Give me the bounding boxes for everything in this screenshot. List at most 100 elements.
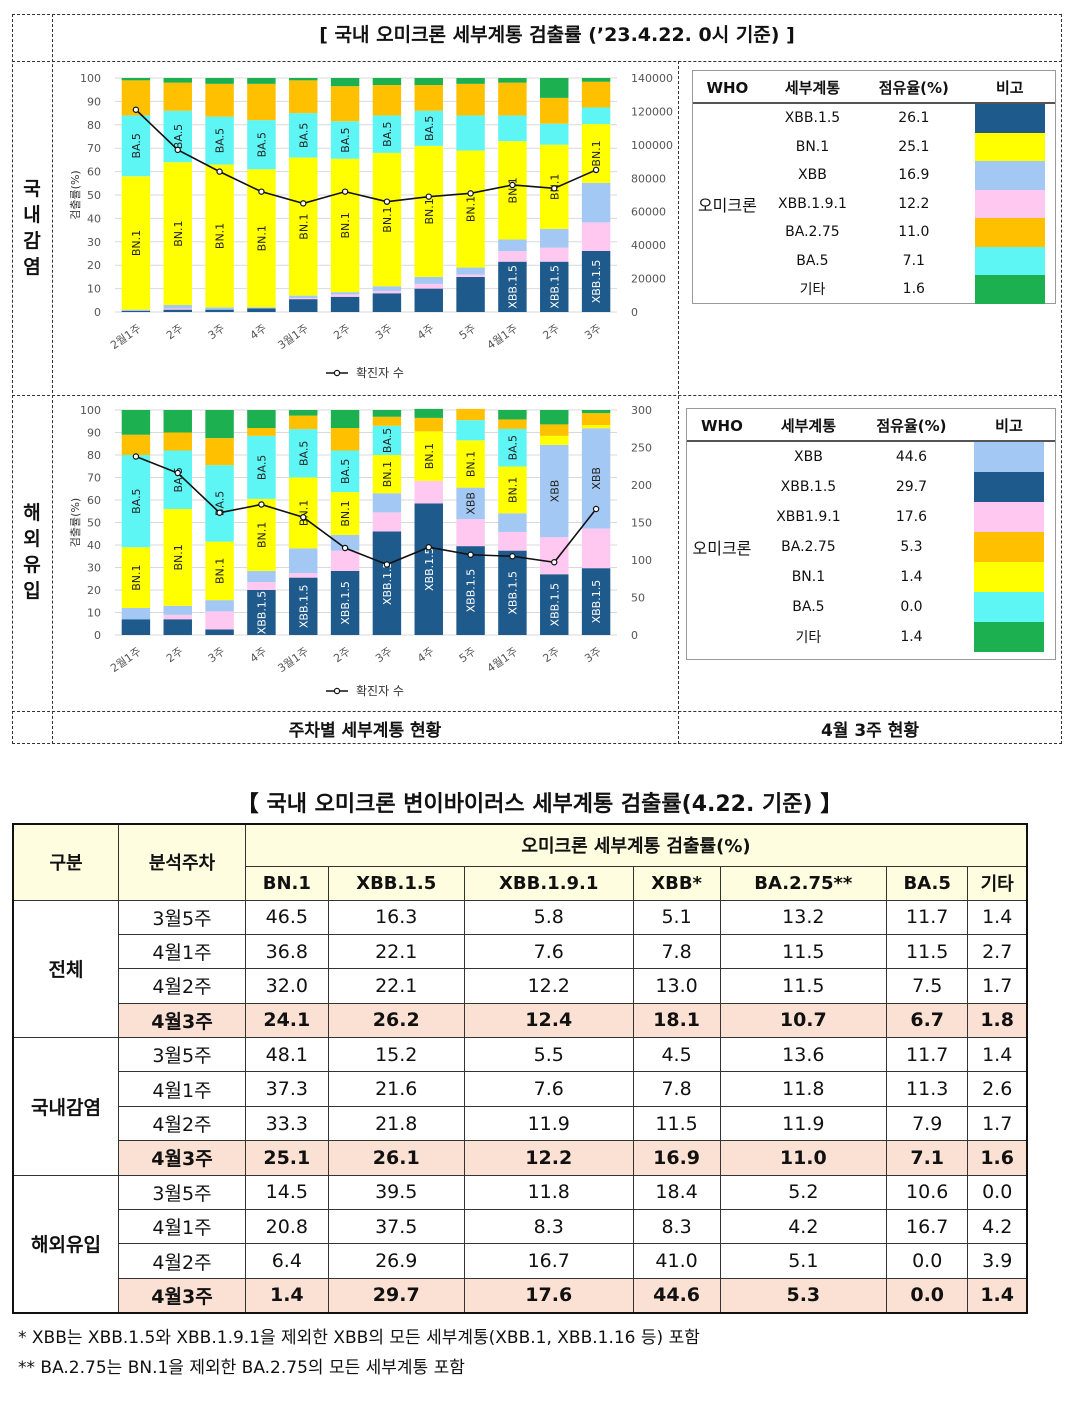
color-swatch <box>973 442 1044 472</box>
bar-segment-XBB.1.9.1 <box>414 283 443 289</box>
bar-data-label: XBB.1.5 <box>590 580 603 624</box>
bar-segment-XBB.1.5 <box>330 296 360 312</box>
bar-data-label: BA.5 <box>423 116 436 141</box>
week-cell: 4월1주 <box>118 933 246 970</box>
legend-marker <box>333 687 341 695</box>
bar-data-label: XBB.1.5 <box>548 583 561 627</box>
bar-segment-BN.1 <box>581 425 611 429</box>
bar-segment-XBB.1.9.1 <box>581 222 611 251</box>
bar-segment-BA.5 <box>498 115 527 142</box>
bar-segment-XBB <box>247 307 276 309</box>
value-cell: 7.9 <box>886 1105 969 1142</box>
y-tick-label: 40 <box>87 539 101 552</box>
bar-segment-기타 <box>498 410 527 420</box>
who-color-cell <box>964 132 1055 161</box>
who-color-cell <box>964 246 1055 275</box>
value-cell: 11.5 <box>719 933 888 970</box>
bar-segment-BA.5 <box>498 428 527 467</box>
cases-point <box>216 509 223 516</box>
color-swatch <box>974 104 1045 133</box>
bar-data-label: BA.5 <box>172 124 185 149</box>
bar-segment-BN.1 <box>372 455 402 494</box>
color-swatch <box>973 532 1044 562</box>
color-swatch <box>973 472 1044 502</box>
bar-segment-XBB.1.5 <box>289 299 318 312</box>
bar-segment-XBB.1.9.1 <box>289 297 318 300</box>
value-cell: 16.3 <box>327 899 465 935</box>
who-lineage-cell: XBB <box>794 449 823 465</box>
x-tick-label: 3주 <box>373 645 394 665</box>
bar-segment-XBB.1.5 <box>414 503 443 635</box>
bar-data-label: XBB.1.5 <box>255 591 268 635</box>
bar-data-label: BA.5 <box>130 488 143 513</box>
bar-data-label: BN.1 <box>506 477 519 503</box>
cases-point <box>174 146 181 154</box>
who-share-cell: 26.1 <box>898 110 930 127</box>
bar-data-label: BN.1 <box>214 558 227 584</box>
week-cell: 3월5주 <box>118 899 246 935</box>
bar-data-label: BN.1 <box>590 140 603 166</box>
who-table: WHO 세부계통 점유율(%) 비고 오미크론 XBB.1.5 26.1 BN.1 25.1 XB… <box>693 71 1055 304</box>
cases-point <box>174 469 181 477</box>
value-cell: 5.1 <box>632 899 721 935</box>
x-tick-label: 4주 <box>415 645 436 665</box>
bar-data-label: BN.1 <box>381 461 394 487</box>
bar-data-label: XBB.1.5 <box>548 265 561 309</box>
bar-segment-BA.5 <box>456 420 485 441</box>
bar-segment-기타 <box>330 78 360 87</box>
who-color-cell <box>964 218 1055 247</box>
bar-data-label: BN.1 <box>297 213 310 239</box>
bar-segment-BA.2.75 <box>456 408 485 421</box>
value-cell: 1.7 <box>967 1105 1028 1142</box>
cases-point <box>383 198 391 205</box>
value-cell: 20.8 <box>245 1209 329 1245</box>
value-cell: 1.4 <box>967 1037 1028 1073</box>
value-cell: 37.5 <box>327 1209 465 1245</box>
bar-segment-BA.2.75 <box>498 419 527 429</box>
x-tick-label: 3주 <box>582 645 603 665</box>
x-tick-label: 4주 <box>248 322 269 342</box>
value-cell: 6.7 <box>886 1002 969 1039</box>
week-cell: 4월2주 <box>118 1105 246 1142</box>
value-cell: 0.0 <box>967 1174 1028 1211</box>
bar-segment-BA.2.75 <box>330 86 360 122</box>
value-cell: 41.0 <box>632 1243 721 1279</box>
bar-segment-XBB.1.9.1 <box>456 274 485 277</box>
note-ba275: ** BA.2.75는 BN.1을 제외한 BA.2.75의 모든 세부계통 포… <box>18 1358 465 1378</box>
value-cell: 26.9 <box>327 1243 465 1279</box>
y-tick-label: 70 <box>87 472 101 485</box>
note-xbb: * XBB는 XBB.1.5와 XBB.1.9.1을 제외한 XBB의 모든 세… <box>18 1328 700 1348</box>
column-header: XBB.1.5 <box>327 865 465 901</box>
value-cell: 24.1 <box>245 1002 329 1039</box>
bar-segment-XBB.1.5 <box>540 261 569 312</box>
bar-segment-BA.5 <box>289 429 318 478</box>
bar-segment-XBB.1.9.1 <box>498 251 527 262</box>
bar-segment-XBB <box>498 239 527 252</box>
bar-segment-XBB.1.5 <box>456 546 485 635</box>
who-color-cell <box>963 532 1055 562</box>
who-lineage-cell: XBB.1.5 <box>784 110 841 127</box>
column-header: BN.1 <box>245 865 329 901</box>
y2-tick-label: 50 <box>631 592 645 605</box>
value-cell: 8.3 <box>463 1209 634 1245</box>
bar-data-label: BN.1 <box>255 522 268 548</box>
who-header-cell: 세부계통 <box>756 409 860 442</box>
bar-segment-XBB.1.5 <box>498 261 527 312</box>
week-cell: 4월3주 <box>118 1277 246 1314</box>
bar-segment-BA.2.75 <box>414 417 443 432</box>
y-axis-label: 검출률(%) <box>69 170 82 219</box>
bar-segment-XBB.1.5 <box>163 619 192 635</box>
bar-segment-BN.1 <box>498 141 527 240</box>
bar-segment-기타 <box>414 78 443 86</box>
footer-weekly: 주차별 세부계통 현황 <box>288 721 442 741</box>
bar-segment-XBB.1.9.1 <box>372 512 402 532</box>
bar-segment-기타 <box>289 410 318 416</box>
value-cell: 37.3 <box>245 1071 329 1107</box>
value-cell: 11.8 <box>719 1071 888 1107</box>
bar-segment-XBB <box>414 276 443 284</box>
who-table-imported: WHO 세부계통 점유율(%) 비고 오미크론 XBB 44.6 XBB.1.5 29.7 XBB… <box>686 408 1056 660</box>
value-cell: 7.6 <box>463 1071 634 1107</box>
bar-segment-XBB.1.9.1 <box>163 308 192 310</box>
column-header: BA.2.75** <box>719 865 888 901</box>
bar-segment-XBB.1.5 <box>289 577 318 635</box>
